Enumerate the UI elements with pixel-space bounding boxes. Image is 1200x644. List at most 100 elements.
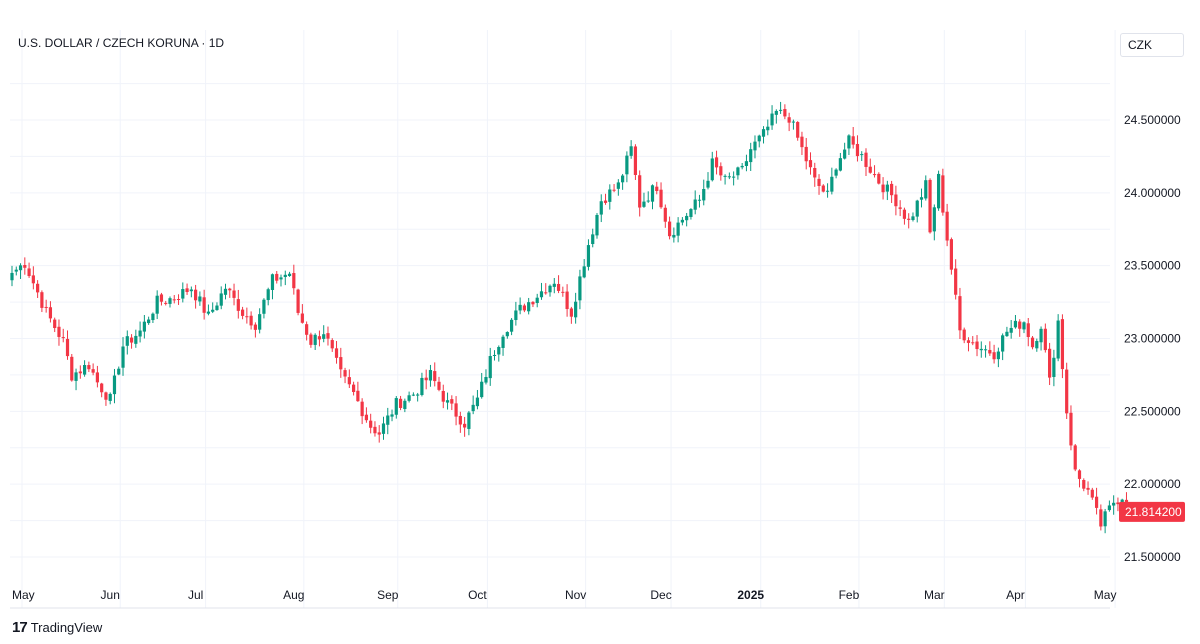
candle (78, 365, 82, 379)
candle (830, 167, 834, 195)
candle (125, 330, 129, 355)
candle (522, 303, 526, 313)
candle (505, 331, 509, 339)
candle (151, 312, 155, 324)
candle (744, 154, 749, 172)
candle (1005, 326, 1009, 337)
chart-grid (10, 30, 1116, 608)
candle (578, 269, 582, 310)
candle (1065, 362, 1069, 419)
candle (655, 181, 659, 195)
tradingview-brand[interactable]: 17 TradingView (12, 619, 102, 636)
candle (723, 174, 727, 185)
candle (258, 308, 262, 334)
candle (582, 259, 586, 279)
candle (847, 134, 851, 156)
candle (574, 292, 578, 324)
candle (300, 304, 304, 324)
candle (343, 367, 347, 384)
candle (932, 204, 936, 241)
candle (369, 413, 373, 434)
y-tick-label: 23.000000 (1124, 332, 1181, 346)
candle (142, 314, 146, 339)
candle (992, 344, 996, 364)
candle (492, 350, 497, 361)
candle (1116, 497, 1120, 512)
candle (18, 263, 23, 279)
candle (381, 416, 386, 440)
candle (770, 105, 774, 130)
candle (147, 316, 151, 325)
candle (364, 407, 369, 423)
candle (245, 307, 249, 324)
candle (817, 174, 821, 195)
candle (663, 204, 667, 228)
x-tick-label: Oct (468, 588, 487, 602)
candle (766, 119, 770, 136)
candle (484, 369, 488, 385)
candle (61, 328, 65, 343)
candle (471, 395, 475, 415)
candle (108, 392, 112, 405)
candle (223, 283, 228, 300)
candle (1094, 487, 1099, 515)
candle (317, 330, 322, 347)
candle (424, 369, 428, 390)
candle (164, 300, 168, 306)
time-axis: May Jun Jul Aug Sep Oct Nov Dec 2025 Feb Mar Apr May (12, 588, 1116, 602)
candle (270, 273, 275, 300)
candle (352, 381, 356, 396)
candle (1086, 481, 1090, 495)
candle (53, 317, 57, 333)
candle (334, 340, 339, 364)
candle (1009, 320, 1013, 339)
candle (667, 216, 672, 240)
candle (206, 304, 211, 316)
candle (1039, 326, 1043, 351)
candle (860, 151, 864, 162)
candle (872, 165, 877, 178)
candle (958, 287, 962, 339)
candle (518, 297, 522, 315)
candle (390, 409, 394, 422)
candle (971, 336, 975, 346)
x-tick-label: Mar (924, 588, 945, 602)
candle (450, 395, 454, 411)
candle (185, 283, 189, 295)
candle (569, 306, 573, 324)
candle (983, 345, 988, 358)
candle (339, 347, 343, 378)
candle (202, 289, 206, 320)
candle (467, 410, 471, 436)
candle (1048, 342, 1052, 386)
currency-selector-button[interactable]: CZK (1120, 33, 1184, 57)
candle (693, 190, 697, 215)
candle (1099, 504, 1103, 531)
candle (616, 179, 620, 196)
tradingview-logo-icon: 17 (12, 619, 28, 636)
candle (232, 283, 236, 306)
candle (907, 213, 911, 229)
candle (864, 148, 868, 177)
y-tick-label: 23.500000 (1124, 259, 1181, 273)
candle (732, 171, 736, 186)
candle (902, 207, 907, 225)
candle (586, 239, 591, 271)
candle (697, 194, 702, 208)
candle (941, 168, 945, 216)
candle (82, 360, 87, 377)
candle (458, 411, 462, 433)
candle (1090, 487, 1094, 500)
candle (215, 302, 219, 311)
candle (890, 180, 894, 203)
brand-name: TradingView (30, 620, 103, 635)
candle (40, 290, 44, 313)
candle (625, 151, 629, 183)
candle (394, 396, 398, 419)
candle (159, 292, 164, 306)
candle (445, 392, 450, 410)
candle (1035, 338, 1039, 352)
candle (599, 194, 603, 223)
candle (779, 101, 783, 114)
